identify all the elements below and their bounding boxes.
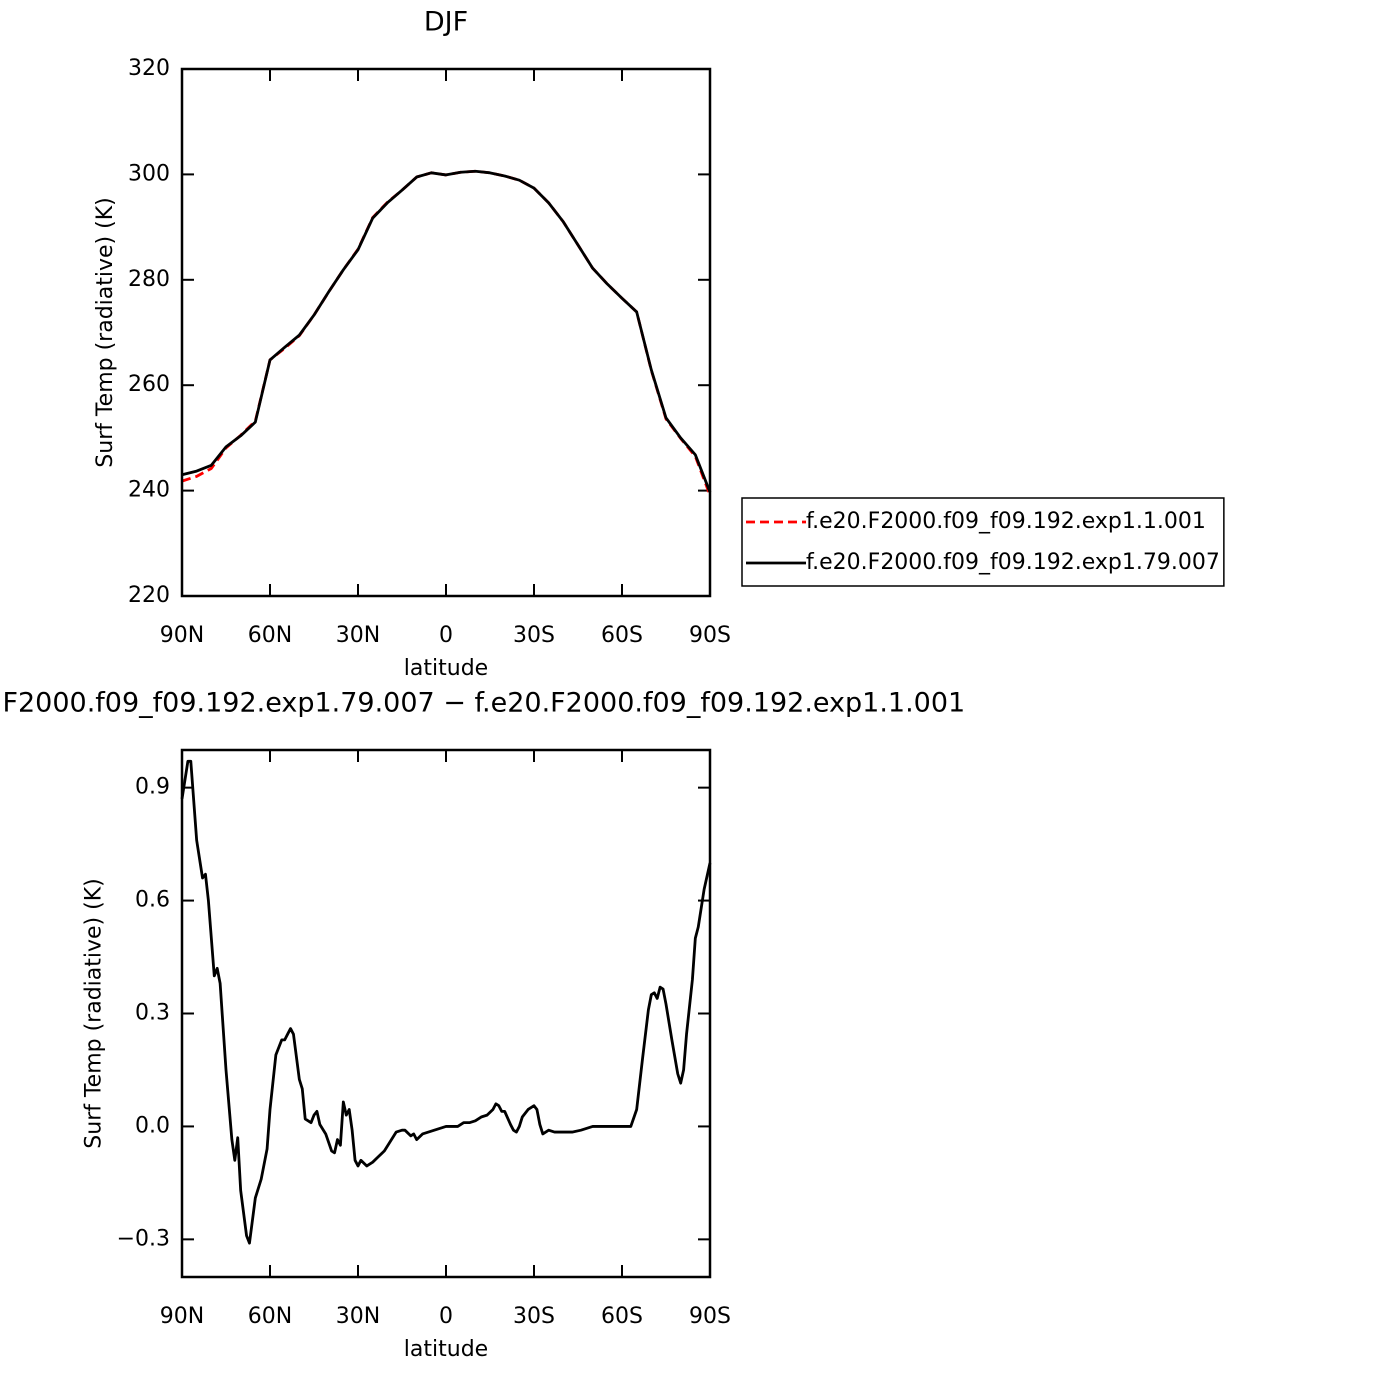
- y-tick-label: 0.6: [135, 888, 170, 913]
- x-tick-label: 60S: [601, 623, 643, 648]
- x-tick-label: 0: [439, 623, 453, 648]
- data-line: [181, 169, 712, 496]
- plot-frame: [180, 748, 712, 1279]
- y-tick-label: 0.0: [135, 1113, 170, 1138]
- x-tick-label: 30N: [336, 1304, 380, 1329]
- x-tick-label: 60N: [248, 1304, 292, 1329]
- x-tick-label: 60S: [601, 1304, 643, 1329]
- y-axis-label: Surf Temp (radiative) (K): [93, 197, 118, 467]
- x-tick-label: 90N: [160, 1304, 204, 1329]
- legend-label: f.e20.F2000.f09_f09.192.exp1.79.007: [806, 550, 1220, 575]
- y-tick-label: 280: [128, 267, 170, 292]
- legend-box: [741, 497, 1225, 587]
- x-tick-label: 90S: [689, 1304, 731, 1329]
- x-tick-label: 30N: [336, 623, 380, 648]
- y-tick-label: 300: [128, 161, 170, 186]
- legend-label: f.e20.F2000.f09_f09.192.exp1.1.001: [806, 509, 1206, 534]
- x-tick-label: 90N: [160, 623, 204, 648]
- x-tick-label: 30S: [513, 623, 555, 648]
- x-axis-label: latitude: [404, 1337, 488, 1362]
- y-tick-label: 220: [128, 583, 170, 608]
- x-axis-label: latitude: [404, 656, 488, 681]
- y-axis-label: Surf Temp (radiative) (K): [82, 878, 107, 1148]
- x-tick-label: 60N: [248, 623, 292, 648]
- y-tick-label: −0.3: [117, 1226, 170, 1251]
- x-tick-label: 0: [439, 1304, 453, 1329]
- plot-frame: [180, 67, 712, 598]
- chart-title: DJF: [424, 7, 468, 38]
- data-line: [181, 169, 712, 493]
- y-tick-label: 320: [128, 56, 170, 81]
- x-tick-label: 30S: [513, 1304, 555, 1329]
- data-line: [180, 759, 712, 1245]
- x-tick-label: 90S: [689, 623, 731, 648]
- y-tick-label: 260: [128, 372, 170, 397]
- y-tick-label: 0.3: [135, 1001, 170, 1026]
- chart-title: f.e20.F2000.f09_f09.192.exp1.79.007 − f.…: [0, 688, 965, 719]
- y-tick-label: 240: [128, 478, 170, 503]
- y-tick-label: 0.9: [135, 775, 170, 800]
